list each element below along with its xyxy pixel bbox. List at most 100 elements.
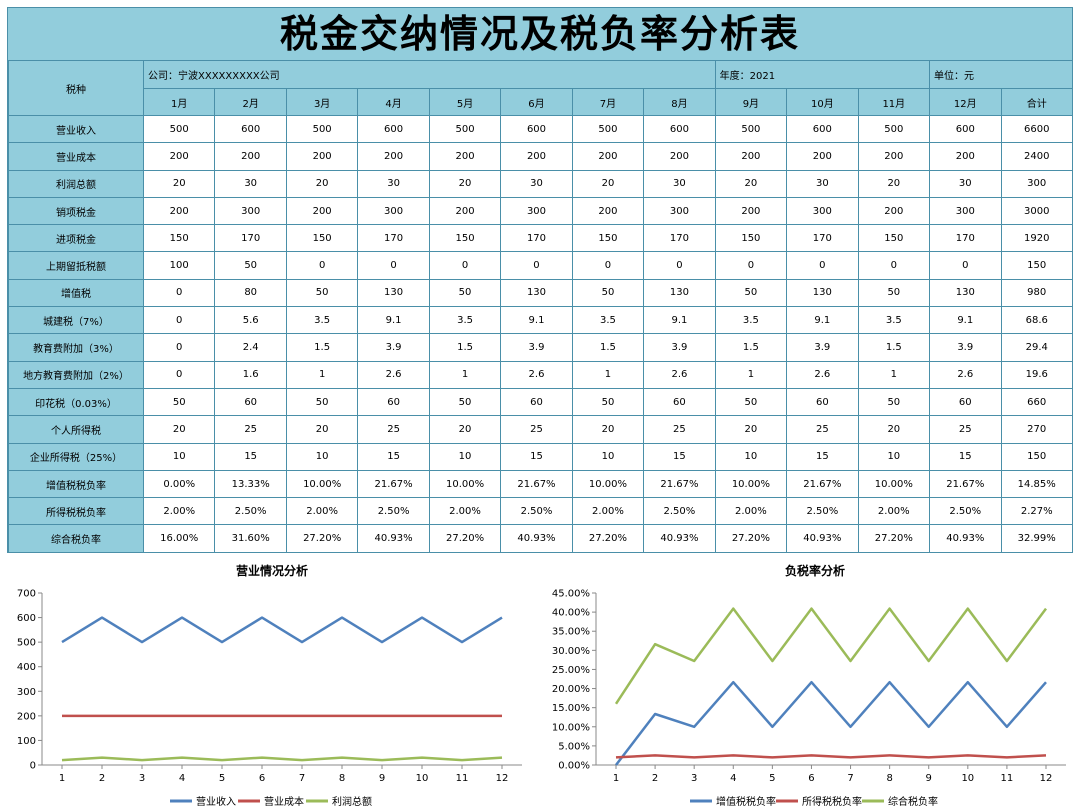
table-cell[interactable]: 25 (500, 415, 573, 444)
table-cell[interactable]: 1 (571, 360, 645, 389)
table-cell[interactable]: 21.67% (786, 469, 859, 499)
table-cell[interactable]: 20 (142, 169, 216, 198)
table-cell[interactable]: 3.9 (643, 333, 716, 362)
table-cell[interactable]: 1.5 (714, 333, 788, 362)
table-cell[interactable]: 0 (285, 251, 359, 280)
table-cell[interactable]: 40.93% (643, 524, 716, 553)
table-cell[interactable]: 200 (214, 142, 287, 171)
table-cell[interactable]: 15 (929, 442, 1002, 471)
table-cell[interactable]: 170 (786, 224, 859, 253)
table-cell[interactable]: 2.6 (500, 360, 573, 389)
table-cell[interactable]: 3.9 (500, 333, 573, 362)
total-cell[interactable]: 3000 (1000, 196, 1073, 226)
table-cell[interactable]: 20 (857, 169, 931, 198)
table-cell[interactable]: 20 (428, 415, 502, 444)
table-cell[interactable]: 27.20% (285, 524, 359, 553)
table-cell[interactable]: 2.50% (786, 497, 859, 526)
total-cell[interactable]: 6600 (1000, 114, 1073, 144)
month-header[interactable]: 7月 (571, 88, 645, 116)
table-cell[interactable]: 27.20% (857, 524, 931, 553)
table-cell[interactable]: 0 (500, 251, 573, 280)
table-cell[interactable]: 1.5 (285, 333, 359, 362)
table-cell[interactable]: 1 (428, 360, 502, 389)
table-cell[interactable]: 27.20% (714, 524, 788, 553)
row-label[interactable]: 印花税（0.03%） (8, 387, 144, 417)
table-cell[interactable]: 30 (500, 169, 573, 198)
table-cell[interactable]: 130 (500, 278, 573, 308)
table-cell[interactable]: 3.5 (857, 306, 931, 335)
table-cell[interactable]: 0 (357, 251, 430, 280)
table-cell[interactable]: 3.5 (571, 306, 645, 335)
table-cell[interactable]: 60 (214, 387, 287, 417)
table-cell[interactable]: 0 (142, 333, 216, 362)
table-cell[interactable]: 40.93% (786, 524, 859, 553)
table-cell[interactable]: 150 (428, 224, 502, 253)
table-cell[interactable]: 500 (428, 114, 502, 144)
table-cell[interactable]: 200 (714, 142, 788, 171)
table-cell[interactable]: 5.6 (214, 306, 287, 335)
total-cell[interactable]: 2400 (1000, 142, 1073, 171)
table-cell[interactable]: 10.00% (285, 469, 359, 499)
table-cell[interactable]: 1.6 (214, 360, 287, 389)
table-cell[interactable]: 10 (857, 442, 931, 471)
table-cell[interactable]: 20 (571, 169, 645, 198)
table-cell[interactable]: 2.4 (214, 333, 287, 362)
table-cell[interactable]: 200 (929, 142, 1002, 171)
table-cell[interactable]: 0 (142, 278, 216, 308)
table-cell[interactable]: 170 (357, 224, 430, 253)
month-header[interactable]: 5月 (428, 88, 502, 116)
table-cell[interactable]: 300 (786, 196, 859, 226)
table-cell[interactable]: 50 (214, 251, 287, 280)
total-cell[interactable]: 300 (1000, 169, 1073, 198)
total-cell[interactable]: 150 (1000, 442, 1073, 471)
table-cell[interactable]: 20 (428, 169, 502, 198)
table-cell[interactable]: 9.1 (786, 306, 859, 335)
month-header[interactable]: 11月 (857, 88, 931, 116)
table-cell[interactable]: 15 (357, 442, 430, 471)
table-cell[interactable]: 50 (714, 387, 788, 417)
table-cell[interactable]: 10 (571, 442, 645, 471)
table-cell[interactable]: 20 (571, 415, 645, 444)
table-cell[interactable]: 50 (571, 278, 645, 308)
table-cell[interactable]: 150 (142, 224, 216, 253)
month-header[interactable]: 9月 (714, 88, 788, 116)
row-label[interactable]: 利润总额 (8, 169, 144, 198)
year-cell[interactable]: 年度：2021 (714, 59, 931, 90)
table-cell[interactable]: 60 (786, 387, 859, 417)
table-cell[interactable]: 200 (857, 196, 931, 226)
table-cell[interactable]: 500 (142, 114, 216, 144)
table-cell[interactable]: 600 (357, 114, 430, 144)
table-cell[interactable]: 0 (428, 251, 502, 280)
table-cell[interactable]: 2.50% (929, 497, 1002, 526)
row-label[interactable]: 营业成本 (8, 142, 144, 171)
month-header[interactable]: 4月 (357, 88, 430, 116)
table-cell[interactable]: 0 (857, 251, 931, 280)
table-cell[interactable]: 300 (214, 196, 287, 226)
table-cell[interactable]: 21.67% (500, 469, 573, 499)
table-cell[interactable]: 200 (428, 196, 502, 226)
month-header[interactable]: 1月 (142, 88, 216, 116)
total-cell[interactable]: 2.27% (1000, 497, 1073, 526)
table-cell[interactable]: 600 (643, 114, 716, 144)
table-cell[interactable]: 15 (214, 442, 287, 471)
table-cell[interactable]: 30 (643, 169, 716, 198)
table-cell[interactable]: 40.93% (500, 524, 573, 553)
table-cell[interactable]: 10 (714, 442, 788, 471)
table-cell[interactable]: 0 (142, 360, 216, 389)
total-cell[interactable]: 68.6 (1000, 306, 1073, 335)
table-cell[interactable]: 9.1 (500, 306, 573, 335)
table-cell[interactable]: 20 (142, 415, 216, 444)
total-cell[interactable]: 19.6 (1000, 360, 1073, 389)
table-cell[interactable]: 10 (142, 442, 216, 471)
table-cell[interactable]: 2.00% (714, 497, 788, 526)
table-cell[interactable]: 21.67% (643, 469, 716, 499)
row-label[interactable]: 个人所得税 (8, 415, 144, 444)
table-cell[interactable]: 200 (571, 196, 645, 226)
row-label[interactable]: 销项税金 (8, 196, 144, 226)
row-label[interactable]: 上期留抵税额 (8, 251, 144, 280)
table-cell[interactable]: 25 (357, 415, 430, 444)
table-cell[interactable]: 600 (929, 114, 1002, 144)
total-cell[interactable]: 29.4 (1000, 333, 1073, 362)
table-cell[interactable]: 200 (142, 196, 216, 226)
table-cell[interactable]: 50 (571, 387, 645, 417)
